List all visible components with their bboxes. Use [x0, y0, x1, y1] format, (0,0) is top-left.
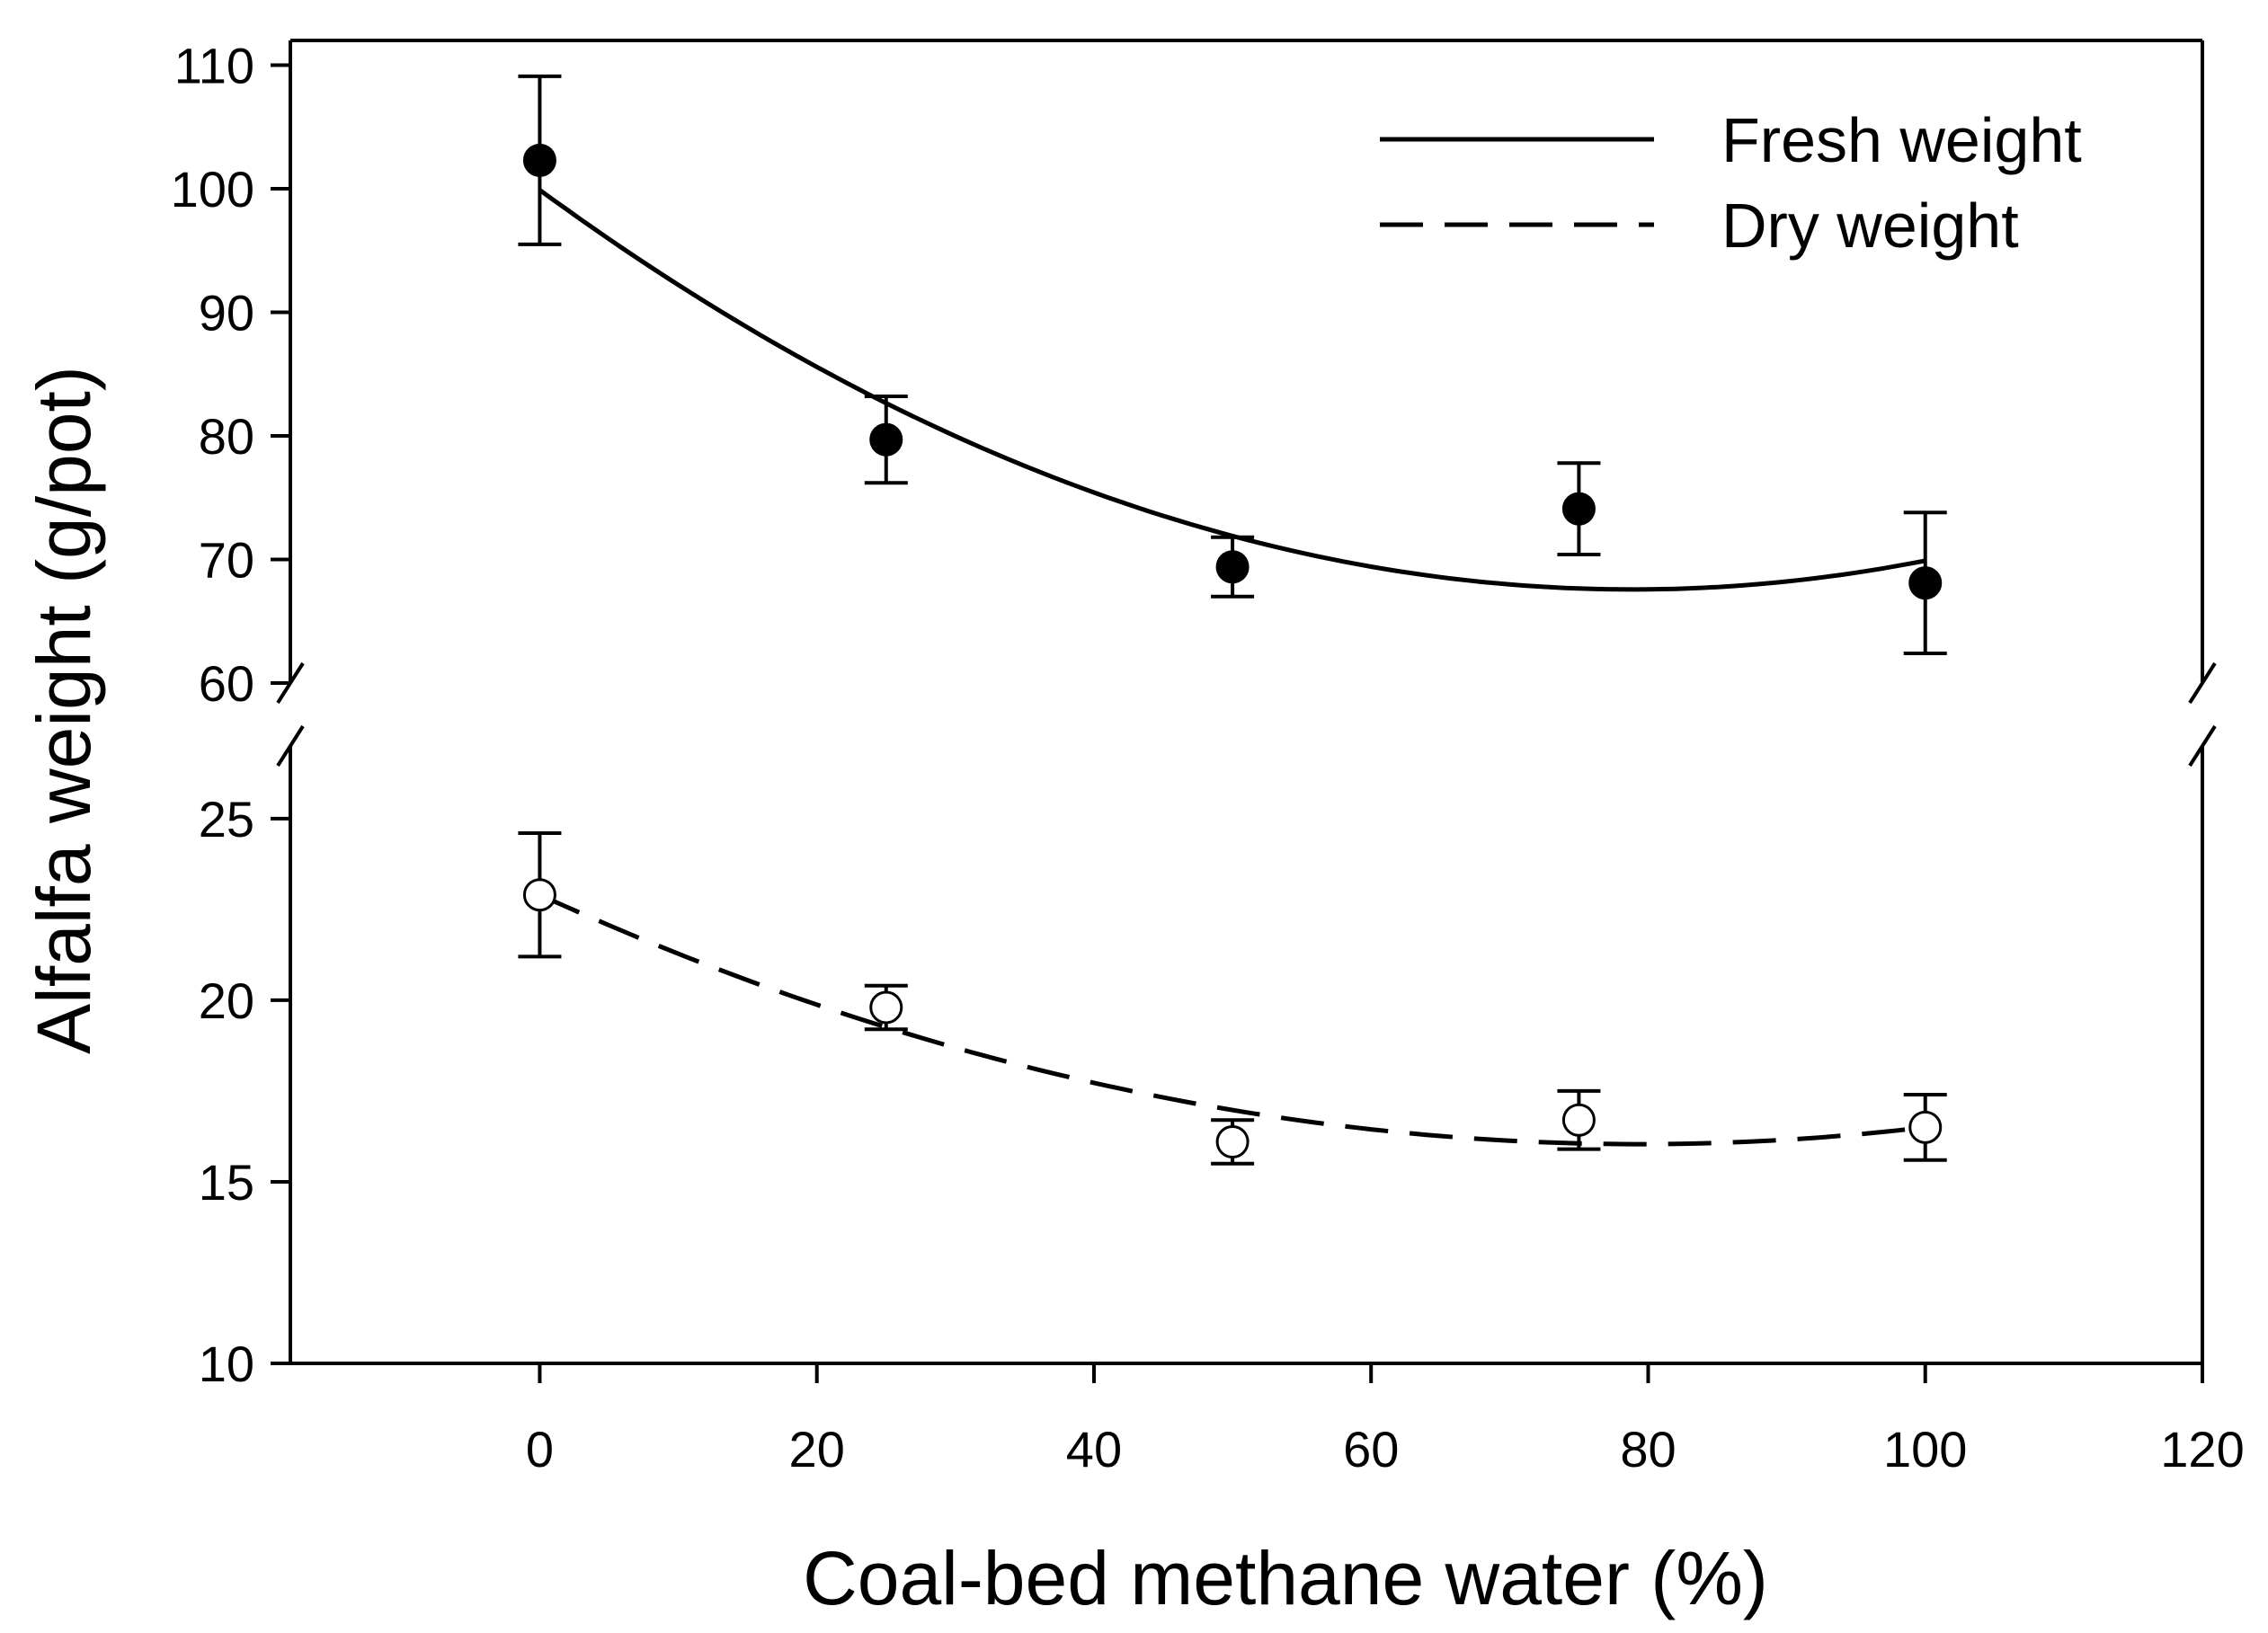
y-axis-title: Alfalfa weight (g/pot) [22, 366, 106, 1054]
x-axis-title: Coal-bed methane water (%) [803, 1536, 1768, 1620]
x-tick-label: 0 [526, 1421, 554, 1478]
data-point-dry-weight [522, 878, 556, 912]
y-tick-label-upper: 60 [199, 655, 254, 712]
data-point-dry-weight [1561, 1103, 1596, 1137]
data-point-fresh-weight [1561, 492, 1596, 526]
data-point-fresh-weight [869, 422, 903, 457]
x-tick-label: 60 [1343, 1421, 1399, 1478]
axis-break-right-upper [2188, 661, 2217, 705]
y-tick-label-upper: 80 [199, 408, 254, 465]
x-tick-label: 20 [789, 1421, 845, 1478]
y-tick-label-upper: 90 [199, 285, 254, 342]
axis-break-left-lower [276, 724, 305, 768]
y-tick-label-lower: 25 [199, 791, 254, 848]
fit-curve-dry-weight [538, 892, 1926, 1147]
y-tick-label-upper: 100 [171, 161, 254, 217]
data-point-dry-weight [869, 990, 903, 1025]
data-point-fresh-weight [1908, 566, 1943, 600]
x-tick-label: 80 [1620, 1421, 1676, 1478]
y-tick-label-lower: 15 [199, 1154, 254, 1211]
y-tick-label-lower: 10 [199, 1336, 254, 1392]
plot-frame [276, 39, 2217, 1365]
legend: Fresh weight Dry weight [1380, 105, 2082, 261]
data-point-dry-weight [1908, 1110, 1943, 1144]
y-tick-label-upper: 70 [199, 532, 254, 589]
x-tick-label: 100 [1883, 1421, 1967, 1478]
legend-label-fresh-weight: Fresh weight [1721, 105, 2082, 175]
y-tick-label-lower: 20 [199, 972, 254, 1029]
fit-curve-fresh-weight [538, 188, 1926, 592]
data-point-fresh-weight [522, 143, 556, 177]
legend-label-dry-weight: Dry weight [1721, 191, 2019, 261]
y-tick-label-upper: 110 [174, 38, 254, 94]
x-tick-label: 120 [2160, 1421, 2244, 1478]
data-points [522, 143, 1943, 1158]
data-point-fresh-weight [1215, 550, 1250, 584]
fit-curves [538, 188, 1926, 1147]
data-point-dry-weight [1215, 1124, 1250, 1158]
y-axis-lower: 10 15 20 25 [199, 791, 290, 1392]
x-tick-label: 40 [1066, 1421, 1122, 1478]
x-axis: 0 20 40 60 80 100 120 [526, 1363, 2245, 1478]
axis-break-right-lower [2188, 724, 2217, 768]
y-axis-upper: 60 70 80 90 100 110 [171, 38, 290, 712]
